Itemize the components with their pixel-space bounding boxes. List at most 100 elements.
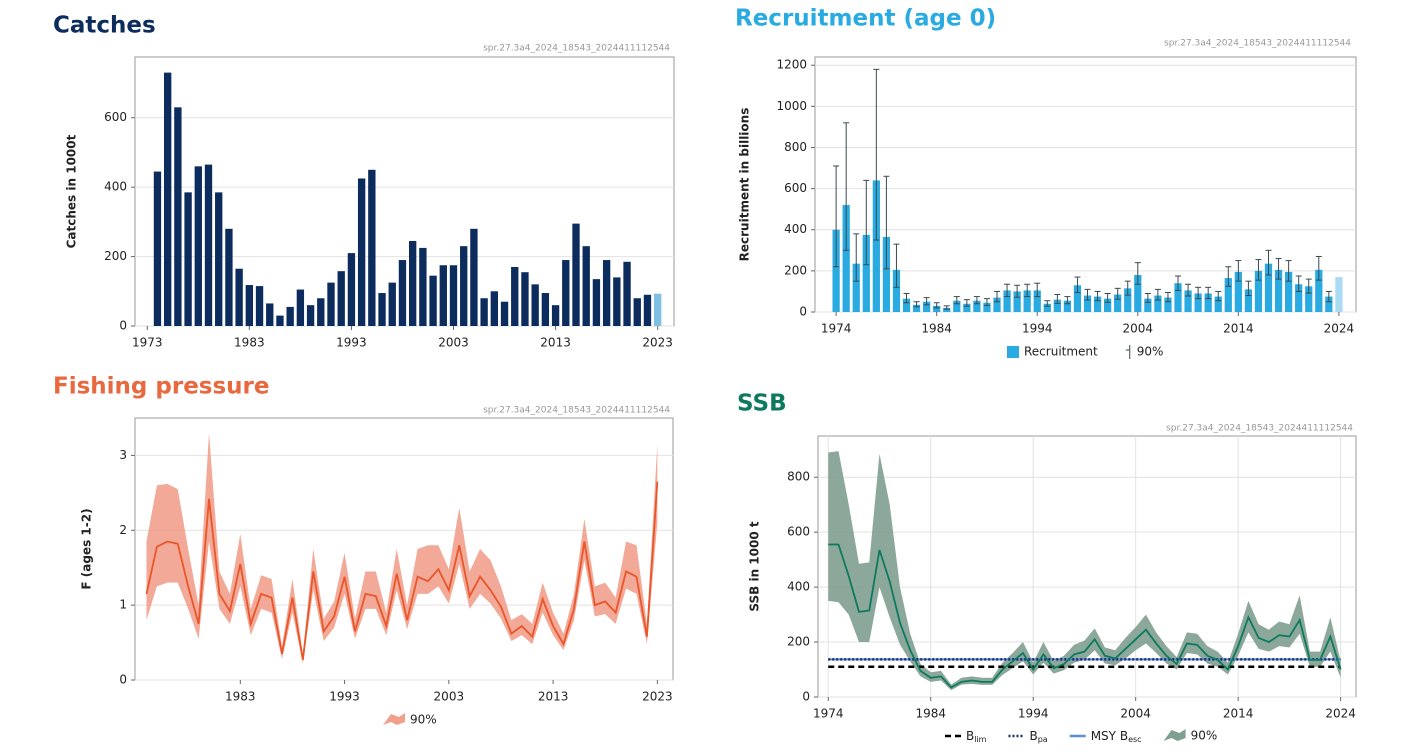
bar (1053, 299, 1061, 312)
bar (613, 277, 621, 326)
y-tick-label: 600 (104, 110, 127, 124)
error-bar (933, 302, 940, 309)
error-bar (963, 299, 970, 307)
error-bar (893, 243, 900, 288)
chart-title: Catches (53, 13, 156, 39)
bar (337, 271, 345, 326)
bar (602, 260, 611, 326)
error-bar (1255, 259, 1262, 281)
bar (653, 293, 662, 326)
bar (1234, 271, 1242, 312)
bar (500, 301, 509, 326)
y-axis-label: Recruitment in billions (738, 108, 752, 262)
bar (490, 291, 499, 326)
bar (429, 275, 437, 326)
bar (1023, 290, 1031, 312)
y-tick-label: 800 (787, 470, 810, 484)
y-tick-label: 400 (784, 222, 807, 236)
x-tick-label: 1974 (813, 707, 844, 721)
y-axis-label: F (ages 1-2) (80, 508, 94, 589)
y-tick-label: 0 (119, 319, 127, 333)
bar (1144, 298, 1152, 312)
error-bar (883, 175, 890, 270)
legend-label-main: B (1029, 729, 1037, 743)
error-bar (1094, 290, 1101, 302)
y-tick-label: 200 (104, 249, 127, 263)
chart-title: SSB (737, 391, 787, 417)
bar (296, 289, 305, 326)
bar (1264, 263, 1273, 312)
error-bar (1295, 275, 1302, 292)
bar (1114, 294, 1122, 312)
bar (1104, 298, 1112, 312)
bar (623, 261, 631, 326)
bar (943, 307, 951, 312)
bar (347, 253, 356, 326)
error-bar (863, 179, 870, 266)
bar (204, 164, 213, 326)
bar (215, 192, 223, 326)
error-bar (1315, 255, 1322, 281)
source-label: spr.27.3a4_2024_18543_2024411112544 (483, 44, 670, 54)
error-bar (1114, 287, 1121, 300)
error-bar (913, 301, 920, 308)
error-bar (1124, 280, 1131, 296)
bar (1254, 270, 1263, 312)
error-bar (1305, 278, 1312, 294)
chart-title: Recruitment (age 0) (735, 6, 996, 32)
bar (1214, 296, 1222, 312)
bar (317, 298, 325, 326)
bar (1164, 297, 1172, 312)
error-bar (873, 68, 880, 241)
bar (1073, 285, 1082, 312)
error-bar (1235, 260, 1242, 282)
plot-frame (817, 435, 1357, 698)
error-bar (1195, 286, 1202, 300)
bar (1335, 277, 1343, 312)
x-tick-label: 2003 (434, 690, 465, 704)
bar (1285, 271, 1293, 312)
error-bar (973, 296, 980, 305)
error-bar (1104, 292, 1111, 303)
legend-label-sub: pa (1038, 735, 1048, 744)
x-tick-label: 1973 (132, 336, 163, 350)
legend-label: 90% (410, 713, 437, 727)
x-tick-label: 1983 (225, 690, 256, 704)
x-tick-label: 2023 (642, 690, 673, 704)
bar (633, 298, 641, 326)
bar (1274, 269, 1283, 312)
x-tick-label: 2024 (1324, 322, 1355, 336)
error-bar (1034, 282, 1041, 298)
y-tick-label: 800 (784, 140, 807, 154)
error-bar (1074, 276, 1081, 293)
bar (541, 293, 550, 326)
error-bar (1285, 260, 1292, 282)
legend-label-sub: lim (974, 735, 986, 744)
y-axis-label: SSB in 1000 t (748, 521, 762, 611)
error-bar (983, 298, 990, 306)
y-tick-label: 400 (787, 580, 810, 594)
y-tick-label: 0 (119, 673, 127, 687)
error-bar (833, 165, 840, 268)
x-tick-label: 1993 (329, 690, 360, 704)
error-bar (1014, 284, 1021, 298)
bar (511, 266, 519, 326)
bar (1315, 269, 1323, 312)
error-bar (1205, 286, 1212, 300)
bar (1204, 293, 1212, 312)
bar (983, 302, 991, 312)
legend-swatch (1007, 346, 1019, 358)
y-tick-label: 200 (787, 635, 810, 649)
bar (933, 305, 941, 312)
x-tick-label: 1974 (821, 322, 852, 336)
bar (408, 240, 417, 326)
bar (551, 305, 560, 326)
legend-label-main: B (966, 729, 974, 743)
bar (1174, 283, 1182, 312)
error-bar (1044, 300, 1051, 307)
bar (460, 246, 468, 326)
bar (1194, 293, 1202, 312)
bar (993, 297, 1001, 312)
bar (174, 107, 182, 326)
